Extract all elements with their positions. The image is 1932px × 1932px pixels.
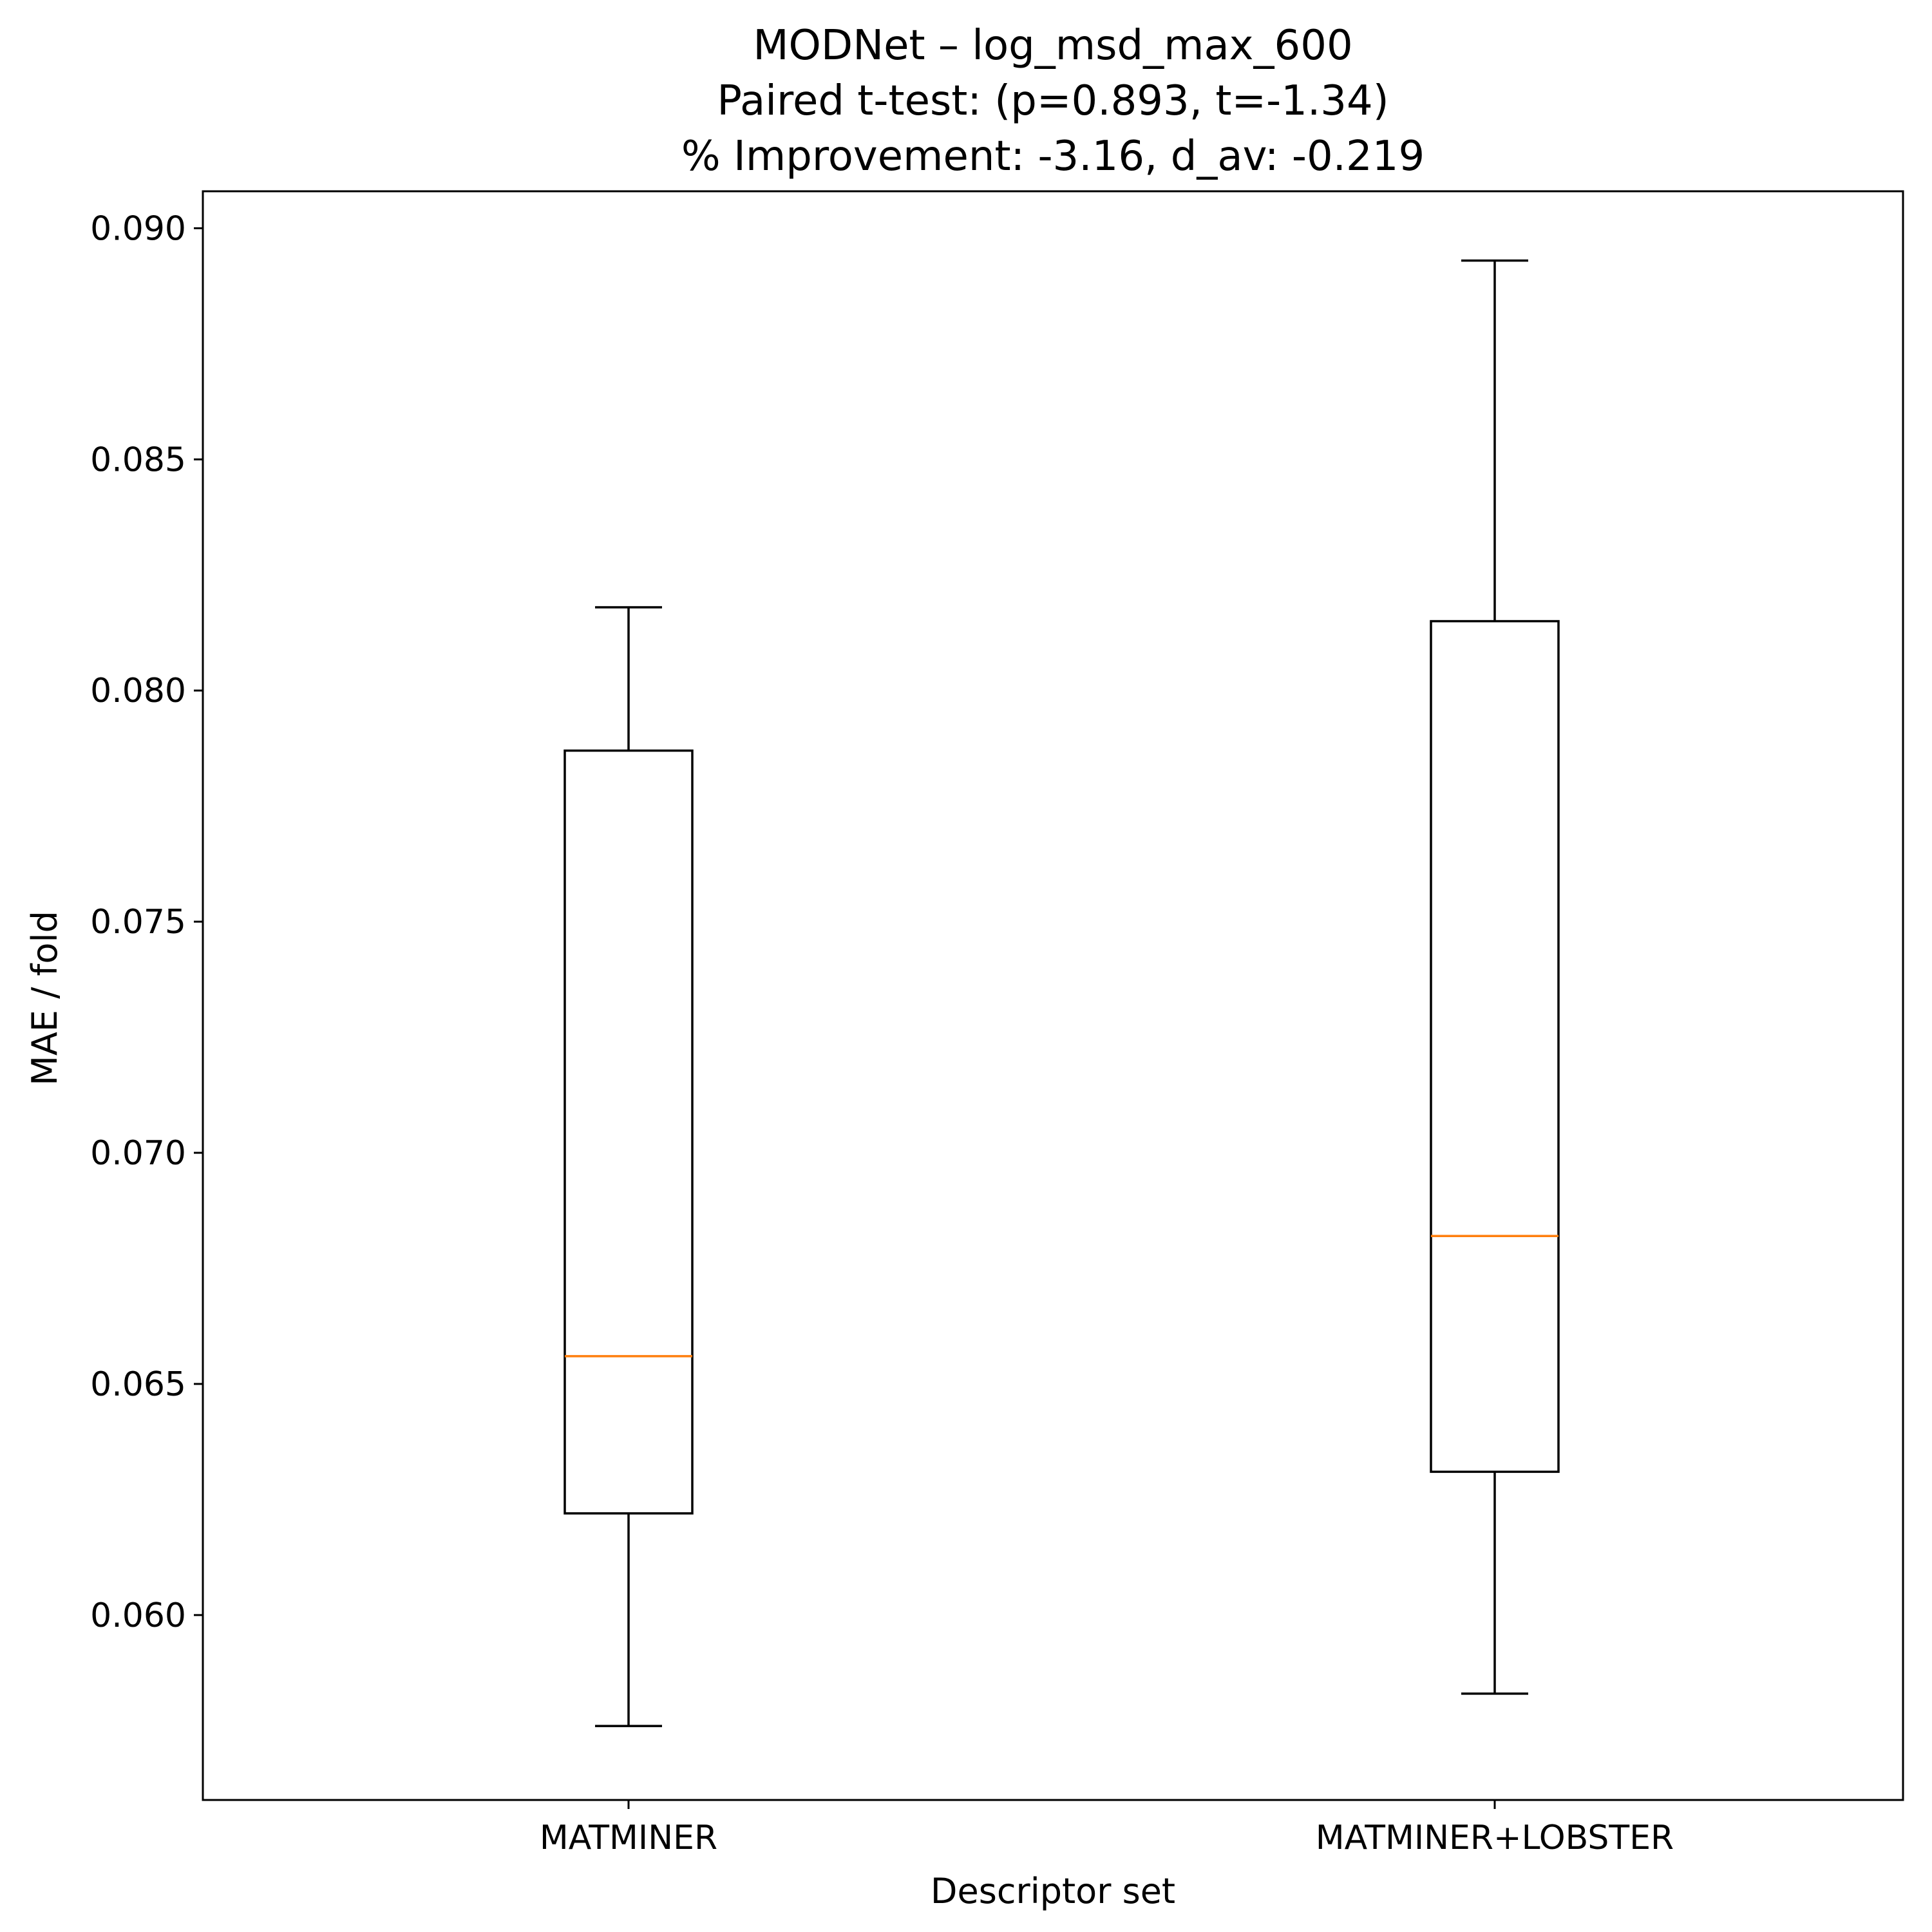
iqr-box (564, 749, 694, 1515)
x-tick-label: MATMINER+LOBSTER (1316, 1819, 1674, 1857)
y-tick-label: 0.065 (90, 1365, 186, 1404)
y-tick-label: 0.090 (90, 209, 186, 248)
box-matminer (564, 606, 694, 1727)
y-tick-label: 0.060 (90, 1596, 186, 1635)
chart-title: MODNet – log_msd_max_600 Paired t-test: … (203, 18, 1903, 184)
iqr-box (1430, 620, 1560, 1473)
x-tick-label: MATMINER (540, 1819, 717, 1857)
y-tick-label: 0.085 (90, 440, 186, 479)
plot-area (564, 259, 1560, 1727)
title-line-1: MODNet – log_msd_max_600 (753, 22, 1353, 70)
box-matminer-lobster (1430, 259, 1560, 1695)
y-tick-label: 0.075 (90, 903, 186, 942)
y-tick-label: 0.070 (90, 1134, 186, 1173)
y-tick-label: 0.080 (90, 672, 186, 710)
x-axis-label: Descriptor set (931, 1871, 1175, 1911)
x-axis: MATMINER MATMINER+LOBSTER (540, 1800, 1674, 1857)
axes-frame (202, 190, 1904, 1801)
y-axis: 0.060 0.065 0.070 0.075 0.080 0.085 0.090 (90, 209, 203, 1635)
title-line-3: % Improvement: -3.16, d_av: -0.219 (681, 133, 1425, 180)
title-line-2: Paired t-test: (p=0.893, t=-1.34) (717, 77, 1389, 125)
y-axis-label: MAE / fold (24, 911, 65, 1086)
